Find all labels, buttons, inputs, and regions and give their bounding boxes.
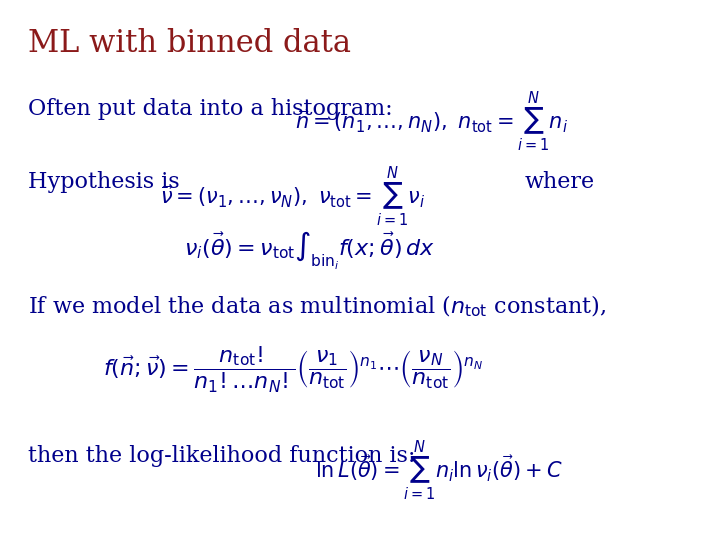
Text: Often put data into a histogram:: Often put data into a histogram: bbox=[28, 98, 393, 120]
Text: $\ln L(\vec{\theta}) = \sum_{i=1}^{N} n_i \ln \nu_i(\vec{\theta}) + C$: $\ln L(\vec{\theta}) = \sum_{i=1}^{N} n_… bbox=[315, 439, 563, 502]
Text: $f(\vec{n};\vec{\nu}) = \dfrac{n_{\mathrm{tot}}!}{n_1!\ldots n_N!}\left(\dfrac{\: $f(\vec{n};\vec{\nu}) = \dfrac{n_{\mathr… bbox=[102, 345, 483, 395]
Text: $\vec{n} = (n_1,\ldots,n_N),\ n_{\mathrm{tot}} = \sum_{i=1}^{N} n_i$: $\vec{n} = (n_1,\ldots,n_N),\ n_{\mathrm… bbox=[294, 90, 568, 153]
Text: then the log-likelihood function is:: then the log-likelihood function is: bbox=[28, 444, 415, 467]
Text: ML with binned data: ML with binned data bbox=[28, 28, 351, 59]
Text: where: where bbox=[524, 171, 594, 193]
Text: $\nu_i(\vec{\theta}) = \nu_{\mathrm{tot}} \int_{\mathrm{bin}_i} f(x;\vec{\theta}: $\nu_i(\vec{\theta}) = \nu_{\mathrm{tot}… bbox=[184, 230, 434, 272]
Text: $\vec{\nu} = (\nu_1,\ldots,\nu_N),\ \nu_{\mathrm{tot}} = \sum_{i=1}^{N} \nu_i$: $\vec{\nu} = (\nu_1,\ldots,\nu_N),\ \nu_… bbox=[160, 165, 426, 228]
Text: Hypothesis is: Hypothesis is bbox=[28, 171, 180, 193]
Text: If we model the data as multinomial ($n_{\mathrm{tot}}$ constant),: If we model the data as multinomial ($n_… bbox=[28, 294, 607, 319]
